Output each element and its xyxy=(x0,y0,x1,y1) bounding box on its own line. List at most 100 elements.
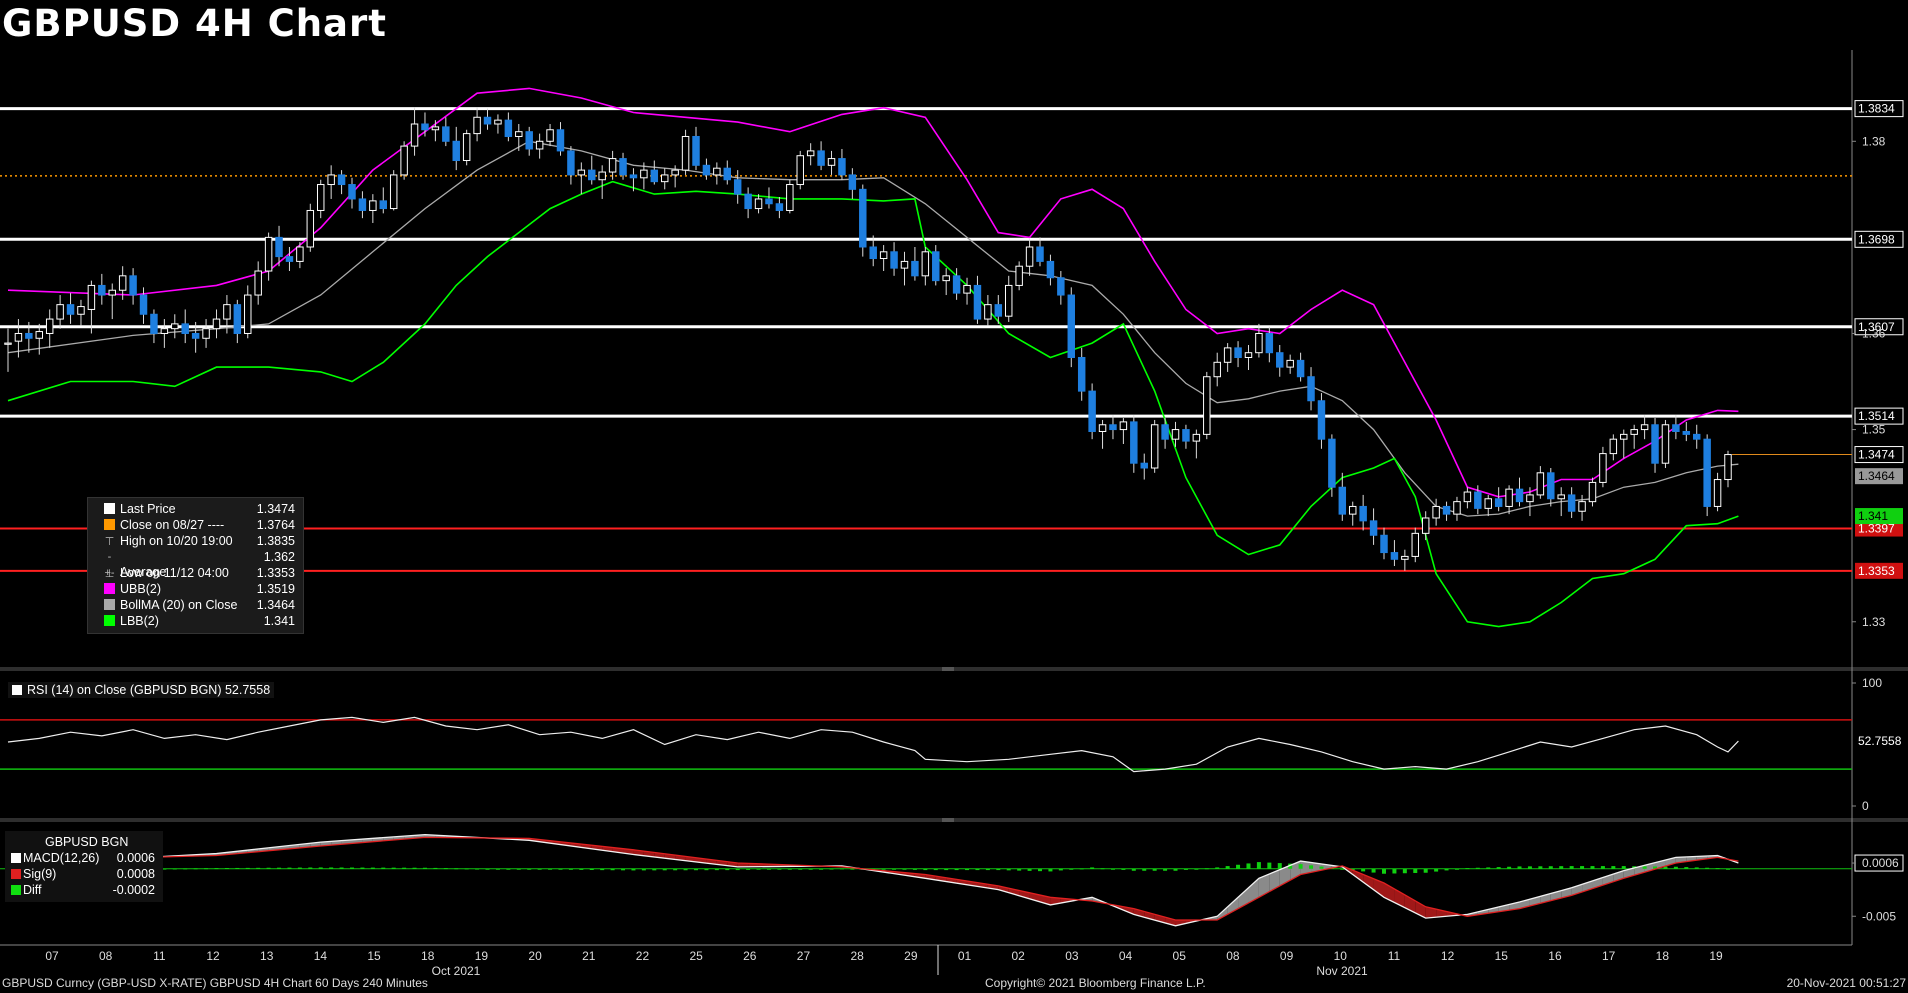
diff-bar xyxy=(1131,868,1136,871)
diff-bar xyxy=(954,868,959,871)
diff-bar xyxy=(1048,868,1053,872)
candle-down xyxy=(1130,421,1138,464)
candle-down xyxy=(1307,376,1315,402)
diff-bar xyxy=(892,868,897,870)
diff-bar xyxy=(1590,866,1595,869)
candle-up xyxy=(316,184,325,211)
diff-bar xyxy=(798,868,803,870)
candle-down xyxy=(1338,486,1347,515)
macd-line xyxy=(7,833,1739,927)
diff-bar xyxy=(756,868,761,870)
legend-ubb: UBB(2) 1.3519 xyxy=(104,581,299,597)
legend-swatch-lbb xyxy=(104,615,115,626)
candle-down xyxy=(98,284,106,296)
diff-bar xyxy=(235,867,240,869)
candle-up xyxy=(827,158,836,166)
candle-up xyxy=(431,126,440,131)
candle-down xyxy=(1547,472,1555,500)
macd-signal-fill xyxy=(737,863,749,867)
candle-up xyxy=(671,169,679,176)
date-tick-label: 01 xyxy=(958,949,972,963)
candle-up xyxy=(1536,472,1545,496)
candle-up xyxy=(1630,429,1638,435)
diff-bar xyxy=(631,868,636,871)
candle-up xyxy=(56,304,64,320)
month-label: Nov 2021 xyxy=(1316,964,1368,978)
divider-handle xyxy=(942,667,954,671)
diff-bar xyxy=(1288,863,1293,869)
diff-bar xyxy=(1580,866,1585,869)
date-tick-label: 25 xyxy=(689,949,703,963)
candle-up xyxy=(900,260,909,269)
candle-up xyxy=(1599,453,1607,483)
diff-bar xyxy=(1361,868,1366,872)
diff-bar xyxy=(485,868,490,870)
candle-up xyxy=(1015,265,1023,286)
candle-up xyxy=(1401,555,1409,560)
diff-bar xyxy=(1058,868,1063,871)
candle-up xyxy=(1213,361,1221,378)
candle-up xyxy=(223,304,231,320)
candle-up xyxy=(212,318,221,330)
date-tick-label: 21 xyxy=(582,949,596,963)
date-tick-label: 26 xyxy=(743,949,757,963)
date-tick-label: 20 xyxy=(528,949,542,963)
diff-bar xyxy=(495,868,500,870)
legend-swatch-bollma xyxy=(104,599,115,610)
macd-signal-fill xyxy=(1175,920,1186,926)
candle-up xyxy=(160,328,169,334)
diff-bar xyxy=(193,868,198,870)
candle-up xyxy=(1578,501,1586,512)
date-tick-label: 04 xyxy=(1119,949,1133,963)
diff-bar xyxy=(829,868,834,870)
diff-bar xyxy=(339,867,344,869)
legend-swatch-last xyxy=(104,503,115,514)
footer-copyright: Copyright© 2021 Bloomberg Finance L.P. xyxy=(985,976,1206,990)
candle-up xyxy=(1640,424,1649,431)
diff-bar xyxy=(1340,868,1345,870)
candle-up xyxy=(754,198,763,210)
diff-bar xyxy=(975,868,980,871)
legend-last-price: Last Price 1.3474 xyxy=(104,501,299,517)
candle-down xyxy=(588,169,596,181)
candle-up xyxy=(1620,433,1628,440)
legend-lbb: LBB(2) 1.341 xyxy=(104,613,299,629)
level-tag xyxy=(1854,318,1904,336)
candle-up xyxy=(806,150,815,157)
legend-low: ⊥ Low on 11/12 04:00 1.3353 xyxy=(104,566,295,580)
diff-bar xyxy=(1653,866,1658,869)
diff-bar xyxy=(245,867,250,869)
date-tick-label: 11 xyxy=(153,949,166,963)
candle-down xyxy=(285,256,294,262)
date-tick-label: 18 xyxy=(1656,949,1670,963)
diff-bar xyxy=(1600,866,1605,869)
candle-up xyxy=(879,251,888,260)
date-tick-label: 09 xyxy=(1280,949,1294,963)
diff-bar xyxy=(1402,868,1407,874)
candle-up xyxy=(1004,284,1013,317)
diff-bar xyxy=(381,867,386,869)
diff-bar xyxy=(808,868,813,870)
candle-down xyxy=(150,313,158,334)
candle-up xyxy=(515,131,523,137)
diff-bar xyxy=(579,868,584,870)
candle-up xyxy=(35,331,44,339)
diff-bar xyxy=(370,867,375,869)
diff-bar xyxy=(787,868,792,870)
candle-up xyxy=(327,174,335,186)
diff-bar xyxy=(1163,868,1168,871)
diff-bar xyxy=(412,867,417,869)
candle-up xyxy=(640,169,648,179)
diff-bar xyxy=(433,867,438,869)
diff-bar xyxy=(256,867,261,869)
diff-bar xyxy=(443,868,448,870)
diff-bar xyxy=(777,868,782,870)
diff-bar xyxy=(329,867,334,869)
diff-bar xyxy=(746,868,751,870)
candle-up xyxy=(598,171,606,181)
date-tick-label: 28 xyxy=(850,949,864,963)
macd-signal-fill xyxy=(1352,870,1364,883)
diff-bar xyxy=(766,868,771,870)
candle-down xyxy=(1234,347,1242,358)
candle-down xyxy=(848,174,857,190)
